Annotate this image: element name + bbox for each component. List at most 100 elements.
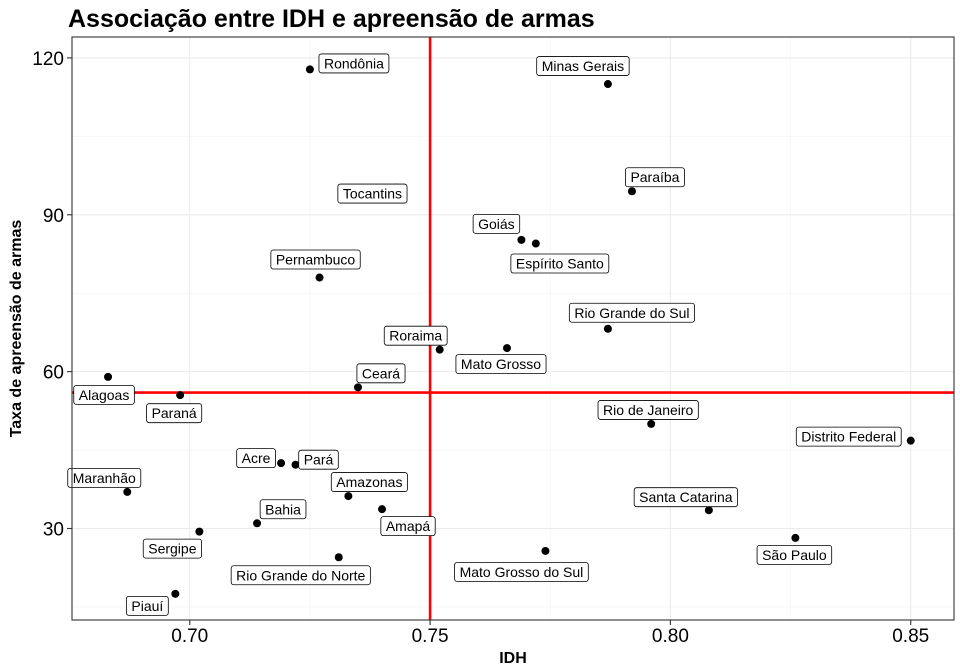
point-label: Rio Grande do Sul: [568, 302, 695, 323]
point-label-box: [236, 448, 276, 469]
point-label: Sergipe: [142, 538, 202, 559]
data-point: [603, 80, 612, 89]
point-label: Paraíba: [625, 167, 685, 188]
data-point: [334, 553, 343, 562]
data-point: [305, 65, 314, 74]
point-label-text: Paraíba: [630, 169, 679, 185]
reference-lines: [72, 37, 954, 620]
chart-title: Associação entre IDH e apreensão de arma…: [68, 5, 595, 33]
data-point: [176, 391, 185, 400]
point-label-box: [536, 56, 630, 76]
data-point: [531, 239, 540, 248]
point-label-text: Mato Grosso: [461, 356, 541, 372]
point-label-text: Minas Gerais: [542, 58, 624, 74]
point-label-box: [795, 426, 902, 447]
data-point: [353, 383, 362, 392]
point-label-text: Maranhão: [73, 470, 136, 486]
data-point: [906, 436, 915, 445]
data-point: [195, 527, 204, 536]
point-label-text: Sergipe: [148, 541, 196, 557]
point-label-box: [125, 595, 169, 616]
point-label-box: [356, 363, 406, 384]
point-label-box: [597, 400, 699, 420]
point-label-text: Pernambuco: [276, 252, 356, 268]
point-label-box: [633, 487, 738, 508]
point-label-box: [383, 325, 448, 346]
y-axis-title: Taxa de apreensão de armas: [8, 220, 25, 438]
data-point: [517, 235, 526, 244]
x-axis-title: IDH: [499, 650, 527, 667]
point-label-text: Pará: [304, 452, 334, 468]
point-label-box: [625, 167, 685, 188]
point-label-text: Mato Grosso do Sul: [460, 564, 584, 580]
point-label-box: [67, 467, 142, 488]
data-point: [344, 492, 353, 501]
point-label: Amapá: [380, 516, 436, 537]
x-tick-label: 0.70: [171, 626, 208, 647]
data-point: [541, 546, 550, 555]
point-label-text: Bahia: [265, 501, 301, 517]
point-label-text: Espírito Santo: [516, 256, 604, 272]
point-label: Santa Catarina: [633, 487, 738, 508]
point-label-text: Acre: [242, 450, 271, 466]
point-label-text: Alagoas: [79, 387, 130, 403]
point-label: Rio de Janeiro: [597, 400, 699, 420]
point-label: Piauí: [125, 595, 169, 616]
point-label-box: [270, 249, 361, 270]
data-point: [791, 533, 800, 542]
data-point: [704, 506, 713, 515]
point-label: Tocantins: [337, 183, 408, 204]
point-label: Distrito Federal: [795, 426, 902, 447]
point-label-text: Rio Grande do Sul: [574, 305, 689, 321]
data-points: [104, 65, 915, 598]
point-label-box: [337, 183, 408, 204]
point-label: Mato Grosso do Sul: [454, 562, 589, 582]
panel-border: [71, 36, 955, 621]
point-label: Acre: [236, 448, 276, 469]
data-point: [603, 324, 612, 333]
point-label: Mato Grosso: [455, 354, 547, 375]
point-label-text: Rio de Janeiro: [603, 402, 693, 418]
point-label: Roraima: [383, 325, 448, 346]
x-tick-label: 0.85: [892, 626, 929, 647]
data-point: [253, 519, 262, 528]
point-label-text: Santa Catarina: [639, 489, 733, 505]
point-label-box: [318, 53, 390, 74]
point-label-text: Distrito Federal: [801, 429, 896, 445]
y-tick-label: 60: [43, 363, 64, 384]
point-label: Rondônia: [318, 53, 390, 74]
point-label-box: [756, 545, 833, 565]
data-point: [502, 344, 511, 353]
point-labels: Rondônia Minas Gerais Paraíba Tocantins Goiá…: [67, 53, 902, 616]
point-label-box: [146, 403, 203, 424]
data-point: [277, 459, 286, 468]
point-label-text: Paraná: [152, 405, 197, 421]
point-label: Amazonas: [330, 472, 408, 492]
point-label-text: Piauí: [131, 598, 163, 614]
y-tick-label: 120: [32, 49, 64, 70]
point-label-text: Rondônia: [324, 55, 384, 71]
point-label-box: [298, 449, 339, 470]
point-label-box: [454, 562, 589, 582]
point-label-box: [142, 538, 202, 559]
point-label-box: [73, 384, 135, 405]
point-label-text: Rio Grande do Norte: [236, 567, 365, 583]
point-label-text: Goiás: [478, 216, 515, 232]
data-point: [435, 345, 444, 354]
point-label: Bahia: [259, 499, 307, 520]
point-label-text: Amapá: [386, 518, 431, 534]
point-label: Espírito Santo: [510, 253, 610, 274]
axes: 0.70 0.75 0.80 0.85 30 60 90 120: [32, 49, 929, 647]
point-label: Rio Grande do Norte: [230, 565, 371, 586]
point-label-box: [568, 302, 695, 323]
point-label-text: Amazonas: [336, 474, 402, 490]
y-tick-label: 90: [43, 206, 64, 227]
data-point: [104, 372, 113, 381]
point-label-box: [230, 565, 371, 586]
x-tick-label: 0.80: [652, 626, 689, 647]
point-label: Minas Gerais: [536, 56, 630, 76]
point-label-box: [380, 516, 436, 537]
data-point: [291, 460, 300, 469]
point-label-box: [330, 472, 408, 492]
